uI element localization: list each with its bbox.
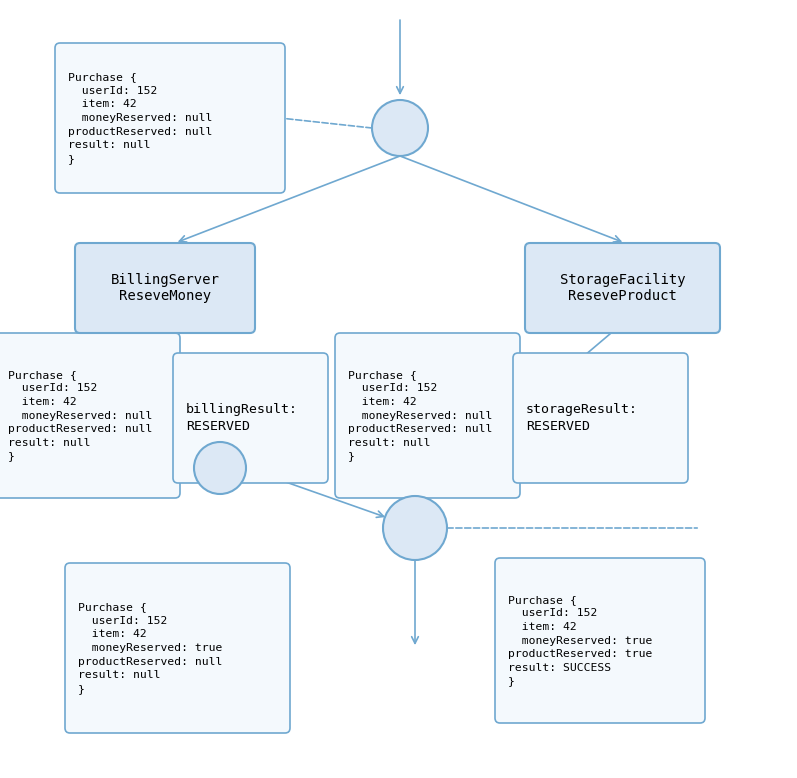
Circle shape [194,442,246,494]
FancyBboxPatch shape [0,333,180,498]
Circle shape [383,496,447,560]
Text: storageResult:
RESERVED: storageResult: RESERVED [526,403,638,433]
Text: Purchase {
  userId: 152
  item: 42
  moneyReserved: null
productReserved: null
: Purchase { userId: 152 item: 42 moneyRes… [8,370,152,461]
Text: BillingServer
ReseveMoney: BillingServer ReseveMoney [111,273,219,303]
Text: Purchase {
  userId: 152
  item: 42
  moneyReserved: true
productReserved: null
: Purchase { userId: 152 item: 42 moneyRes… [78,602,222,694]
Text: Purchase {
  userId: 152
  item: 42
  moneyReserved: null
productReserved: null
: Purchase { userId: 152 item: 42 moneyRes… [348,370,493,461]
FancyBboxPatch shape [65,563,290,733]
Text: Purchase {
  userId: 152
  item: 42
  moneyReserved: null
productReserved: null
: Purchase { userId: 152 item: 42 moneyRes… [68,72,212,164]
Text: StorageFacility
ReseveProduct: StorageFacility ReseveProduct [559,273,685,303]
Circle shape [372,100,428,156]
FancyBboxPatch shape [55,43,285,193]
FancyBboxPatch shape [525,243,720,333]
Text: billingResult:
RESERVED: billingResult: RESERVED [186,403,298,433]
FancyBboxPatch shape [75,243,255,333]
FancyBboxPatch shape [513,353,688,483]
FancyBboxPatch shape [335,333,520,498]
Text: Purchase {
  userId: 152
  item: 42
  moneyReserved: true
productReserved: true
: Purchase { userId: 152 item: 42 moneyRes… [508,594,653,686]
FancyBboxPatch shape [173,353,328,483]
FancyBboxPatch shape [495,558,705,723]
